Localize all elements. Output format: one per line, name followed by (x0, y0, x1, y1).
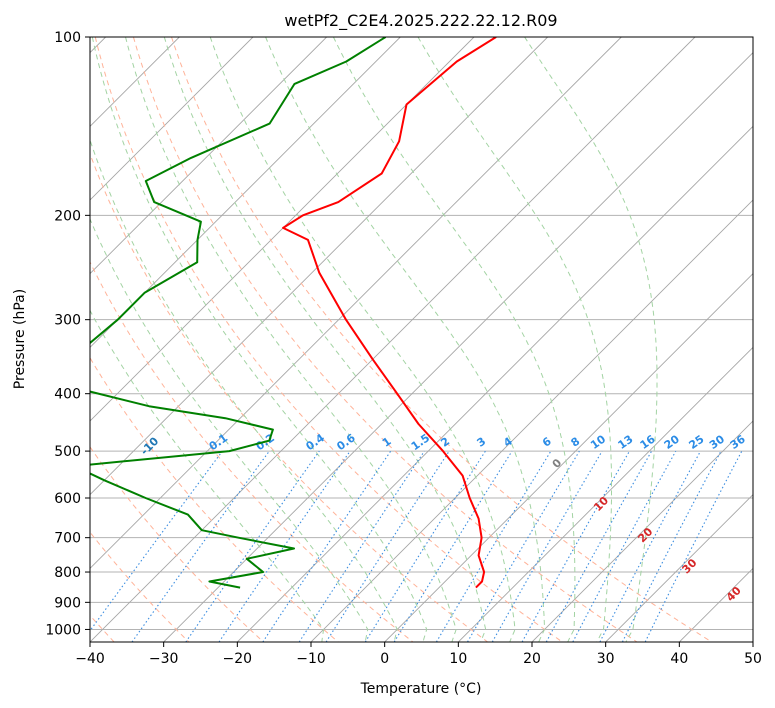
y-axis-label: Pressure (hPa) (12, 289, 28, 389)
isotherm-line (458, 346, 753, 642)
mixing-ratio-line (621, 450, 722, 642)
moist-adiabat-line (90, 309, 325, 642)
moist-adiabat-line (90, 138, 398, 642)
isotherm-line (90, 37, 254, 201)
mixing-ratio-label: 0.4 (304, 431, 328, 453)
moist-adiabat-line (265, 37, 546, 642)
mixing-ratio-line (599, 450, 701, 642)
moist-adiabat-line (125, 37, 457, 642)
x-axis-label: Temperature (°C) (360, 681, 482, 697)
mixing-ratio-label: 36 (728, 432, 748, 452)
moist-adiabat-line (417, 37, 612, 642)
y-tick-label: 200 (54, 208, 81, 224)
mixing-ratio-line (325, 450, 450, 642)
isotherm-line (310, 199, 753, 642)
isotherm-line (90, 37, 475, 422)
y-tick-label: 500 (54, 444, 81, 460)
moist-adiabat-line (524, 37, 658, 642)
mixing-ratio-line (218, 450, 351, 642)
mixing-ratio-label: 0.1 (207, 431, 230, 453)
isotherm-line (90, 37, 548, 496)
x-tick-label: 30 (597, 651, 615, 667)
chart-title: wetPf2_C2E4.2025.222.22.12.R09 (284, 11, 557, 31)
x-tick-label: 10 (449, 651, 467, 667)
moist-adiabat-label: 20 (635, 525, 655, 545)
mixing-ratio-line (185, 450, 320, 642)
y-tick-label: 300 (54, 313, 81, 329)
moist-adiabat-label: 30 (680, 556, 700, 576)
isotherm-line (384, 273, 753, 642)
mixing-ratio-line (572, 450, 677, 642)
mixing-ratio-line (435, 450, 552, 642)
dry-adiabat-line (132, 37, 638, 642)
isotherm-line (90, 37, 401, 348)
mixing-ratio-line (491, 450, 603, 642)
isotherm-line (90, 37, 327, 275)
isotherm-line (679, 567, 753, 642)
y-tick-label: 400 (54, 387, 81, 403)
y-tick-label: 1000 (45, 622, 81, 638)
x-tick-label: 20 (523, 651, 541, 667)
y-tick-label: 800 (54, 565, 81, 581)
mixing-ratio-label: 30 (707, 432, 727, 452)
mixing-ratio-line (644, 450, 743, 642)
x-tick-label: −30 (149, 651, 179, 667)
moist-adiabat-line (91, 37, 428, 642)
moist-adiabat-line (90, 217, 369, 642)
isotherm-line (163, 52, 753, 642)
dry-adiabat-line (90, 152, 488, 642)
isotherm-line (90, 37, 622, 569)
dry-adiabat-label: -10 (138, 434, 161, 457)
moist-adiabat-label: 0 (550, 456, 565, 471)
moist-adiabat-label: 10 (591, 494, 611, 514)
mixing-ratio-label: 6 (540, 435, 554, 450)
moist-adiabat-line (332, 37, 576, 642)
x-tick-label: −20 (223, 651, 253, 667)
dry-adiabat-line (171, 37, 712, 642)
isotherm-line (752, 641, 753, 642)
mixing-ratio-line (262, 450, 392, 642)
mixing-ratio-line (521, 450, 630, 642)
dry-adiabat-line (90, 260, 414, 642)
isotherm-line (531, 420, 753, 642)
y-tick-label: 900 (54, 595, 81, 611)
mixing-ratio-line (131, 450, 270, 642)
y-tick-label: 600 (54, 491, 81, 507)
isotherm-line (605, 494, 753, 642)
dry-adiabat-line (90, 531, 190, 642)
x-tick-label: 0 (380, 651, 389, 667)
mixing-ratio-line (298, 450, 425, 642)
moist-adiabat-line (163, 37, 487, 642)
x-tick-label: 50 (744, 651, 762, 667)
mixing-ratio-label: 25 (687, 433, 707, 452)
mixing-ratio-label: 8 (569, 435, 583, 450)
dry-adiabat-label: -30 (0, 392, 16, 415)
isotherm-line (237, 125, 753, 642)
plot-frame (89, 36, 754, 643)
y-tick-label: 100 (54, 30, 81, 46)
moist-adiabat-label: 40 (724, 584, 744, 604)
dry-adiabat-line (90, 356, 339, 642)
x-tick-label: −10 (296, 651, 326, 667)
mixing-ratio-label: 13 (615, 433, 635, 452)
x-tick-label: −40 (75, 651, 105, 667)
dry-adiabat-line (90, 446, 264, 642)
mixing-ratio-label: 3 (475, 435, 489, 450)
dry-adiabat-line (94, 37, 563, 642)
dewpoint-profile-line (90, 37, 387, 589)
y-tick-label: 700 (54, 531, 81, 547)
x-tick-label: 40 (670, 651, 688, 667)
temperature-profile-line (282, 37, 497, 589)
moist-adiabat-line (209, 37, 516, 642)
mixing-ratio-line (364, 450, 486, 642)
mixing-ratio-line (545, 450, 653, 642)
isotherm-line (90, 37, 696, 642)
mixing-ratio-label: 0.6 (334, 431, 358, 453)
mixing-ratio-line (467, 450, 580, 642)
